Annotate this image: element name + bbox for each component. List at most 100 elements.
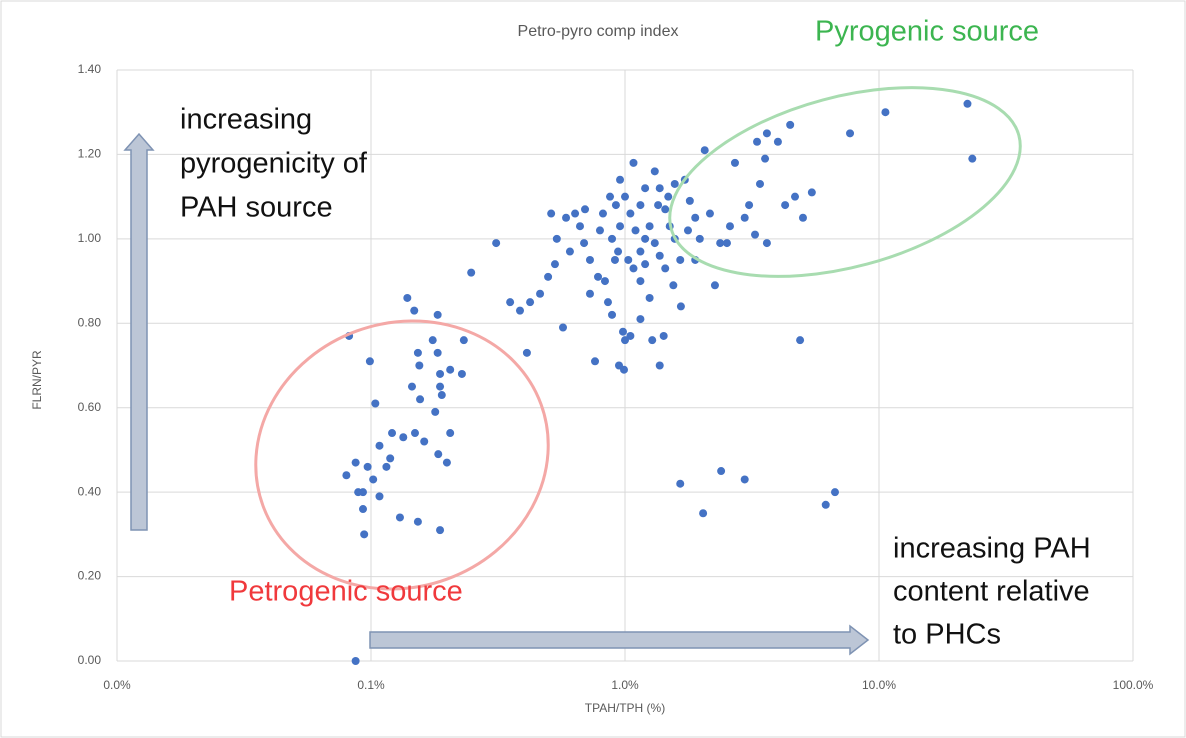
- point: [699, 509, 708, 518]
- point: [669, 281, 678, 290]
- point: [762, 239, 771, 248]
- point: [676, 255, 685, 264]
- point: [645, 222, 654, 231]
- point: [515, 306, 524, 315]
- point: [614, 247, 623, 256]
- point: [547, 209, 556, 218]
- annotation: increasing: [180, 104, 312, 136]
- point: [581, 205, 590, 214]
- point: [386, 454, 395, 463]
- point: [410, 306, 419, 315]
- point: [636, 277, 645, 286]
- point: [645, 293, 654, 302]
- point: [358, 488, 367, 497]
- point: [740, 213, 749, 222]
- point: [618, 327, 627, 336]
- point: [796, 336, 805, 345]
- point: [705, 209, 714, 218]
- point: [664, 192, 673, 201]
- annotation: pyrogenicity of: [180, 148, 368, 180]
- point: [382, 462, 391, 471]
- point: [661, 264, 670, 273]
- point: [457, 369, 466, 378]
- point: [365, 357, 374, 366]
- point: [594, 272, 603, 281]
- point: [616, 222, 625, 231]
- point: [641, 260, 650, 269]
- point: [616, 175, 625, 184]
- point: [661, 205, 670, 214]
- point: [492, 239, 501, 248]
- point: [403, 293, 412, 302]
- annotation: Petrogenic source: [229, 576, 463, 608]
- point: [761, 154, 770, 163]
- horizontal-arrow: [369, 624, 870, 656]
- plot-area: [116, 69, 1134, 665]
- point: [610, 255, 619, 264]
- point: [745, 201, 754, 210]
- point: [611, 201, 620, 210]
- point: [755, 179, 764, 188]
- point: [725, 222, 734, 231]
- point: [654, 201, 663, 210]
- point: [685, 196, 694, 205]
- point: [595, 226, 604, 235]
- point: [762, 129, 771, 138]
- y-tick-label: 0.60: [78, 400, 102, 414]
- point: [558, 323, 567, 332]
- y-axis-label: FLRN/PYR: [30, 350, 44, 410]
- y-tick-label: 0.00: [78, 653, 102, 667]
- point: [442, 458, 451, 467]
- point: [436, 382, 445, 391]
- point: [881, 108, 890, 117]
- point: [624, 255, 633, 264]
- point: [710, 281, 719, 290]
- pyrogenic-ellipse: [668, 86, 1022, 278]
- point: [565, 247, 574, 256]
- point: [413, 348, 422, 357]
- point: [571, 209, 580, 218]
- point: [606, 192, 615, 201]
- point: [620, 365, 629, 374]
- point: [388, 429, 397, 438]
- point: [798, 213, 807, 222]
- point: [410, 429, 419, 438]
- point: [751, 230, 760, 239]
- y-tick-label: 1.40: [78, 62, 102, 76]
- annotation: Pyrogenic source: [815, 16, 1039, 48]
- point: [730, 158, 739, 167]
- point: [621, 192, 629, 201]
- point: [641, 184, 650, 193]
- x-axis-label: TPAH/TPH (%): [585, 701, 665, 715]
- point: [781, 201, 790, 210]
- point: [717, 467, 726, 476]
- point: [650, 239, 659, 248]
- point: [655, 184, 664, 193]
- point: [608, 310, 617, 319]
- point: [358, 505, 367, 514]
- point: [506, 298, 515, 307]
- x-tick-label: 1.0%: [611, 678, 639, 692]
- y-tick-label: 1.20: [78, 147, 102, 161]
- point: [467, 268, 476, 277]
- point: [830, 488, 839, 497]
- point: [575, 222, 584, 231]
- point: [580, 239, 589, 248]
- point: [655, 361, 664, 370]
- annotation: increasing PAH: [893, 533, 1091, 565]
- point: [585, 255, 594, 264]
- point: [375, 441, 384, 450]
- x-tick-label: 100.0%: [1113, 678, 1154, 692]
- point: [773, 137, 782, 146]
- point: [369, 475, 378, 484]
- point: [786, 120, 795, 129]
- point: [371, 399, 380, 408]
- point: [550, 260, 559, 269]
- point: [363, 462, 372, 471]
- point: [700, 146, 709, 155]
- point: [351, 657, 360, 665]
- point: [420, 437, 429, 446]
- x-tick-label: 0.0%: [103, 678, 131, 692]
- point: [598, 209, 607, 218]
- point: [552, 234, 561, 243]
